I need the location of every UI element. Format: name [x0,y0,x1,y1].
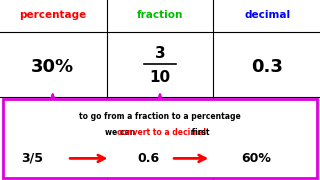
Text: 3/5: 3/5 [21,152,43,165]
Text: to go from a fraction to a percentage: to go from a fraction to a percentage [79,112,241,121]
Text: 0.3: 0.3 [251,58,283,76]
Text: we can: we can [105,128,138,137]
Text: 0.6: 0.6 [138,152,160,165]
Text: first: first [189,128,210,137]
Text: 60%: 60% [241,152,271,165]
Text: decimal: decimal [244,10,290,20]
Bar [3,99,317,178]
Text: 3: 3 [155,46,165,61]
Text: convert to a decimal: convert to a decimal [117,128,206,137]
Text: percentage: percentage [19,10,86,20]
Text: 30%: 30% [31,58,74,76]
Text: fraction: fraction [137,10,183,20]
Text: 10: 10 [149,70,171,85]
